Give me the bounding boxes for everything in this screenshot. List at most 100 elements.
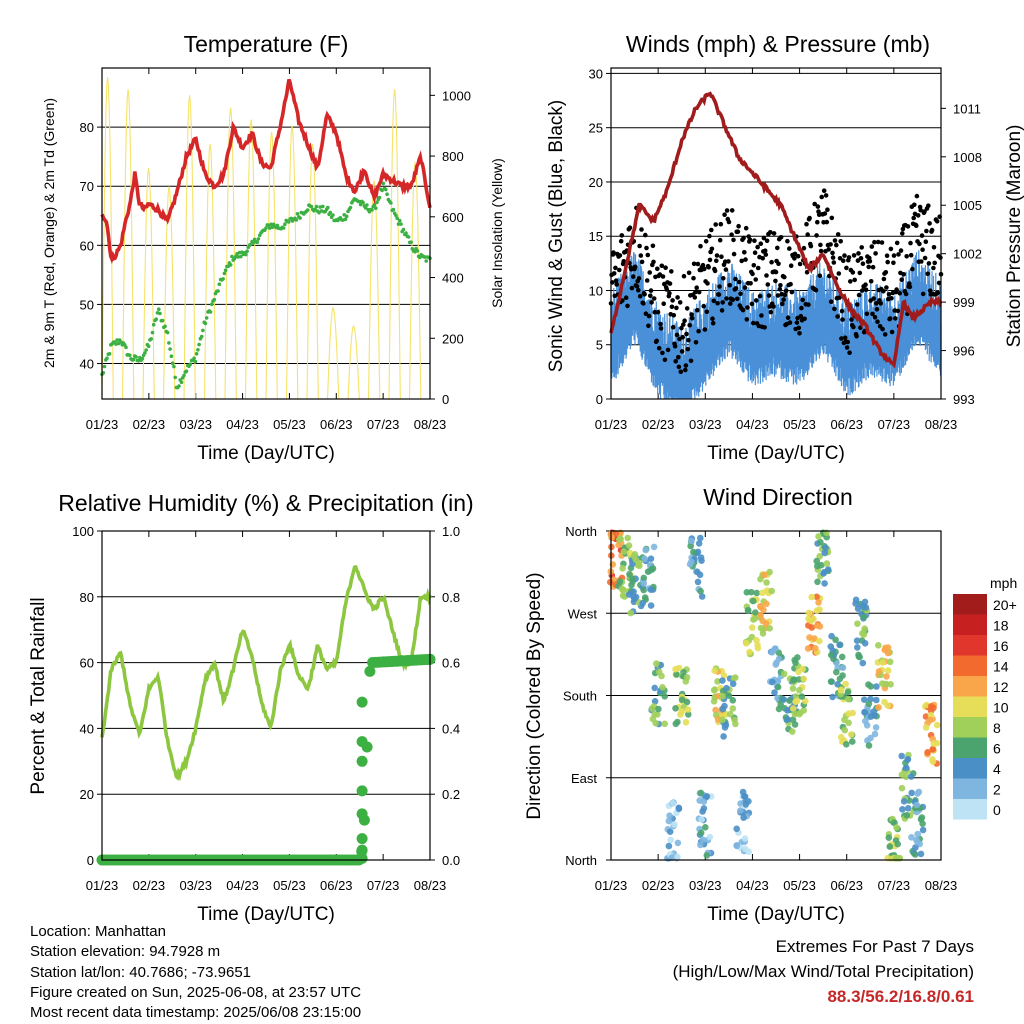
wind-direction-point xyxy=(703,793,711,800)
gust-point xyxy=(755,265,761,271)
wind-direction-point xyxy=(661,693,668,700)
wind-direction-point xyxy=(761,571,768,579)
wind-direction-point xyxy=(780,696,788,703)
gust-point xyxy=(773,278,778,284)
gust-point xyxy=(679,349,685,354)
gust-point xyxy=(729,232,734,237)
gust-point xyxy=(689,315,695,321)
dewpoint-point xyxy=(210,302,214,307)
wind-direction-point xyxy=(766,625,773,632)
dewpoint-point xyxy=(365,203,369,207)
dewpoint-point xyxy=(184,369,189,374)
wind-direction-point xyxy=(908,789,915,797)
y-tick-label: West xyxy=(568,606,598,621)
gust-point xyxy=(879,240,885,245)
wind-direction-point xyxy=(627,609,634,617)
x-tick-label: 08/23 xyxy=(925,417,958,432)
wind-direction-point xyxy=(733,825,740,833)
legend-label: 20+ xyxy=(993,597,1017,613)
wind-direction-point xyxy=(829,693,836,701)
y2-tick-label: 0.8 xyxy=(442,590,460,605)
gust-point xyxy=(736,279,742,285)
wind-direction-point xyxy=(838,653,846,661)
gust-point xyxy=(875,319,880,325)
dewpoint-point xyxy=(374,206,378,210)
wind-direction-point xyxy=(815,533,822,540)
wind-direction-point xyxy=(673,671,680,678)
gust-point xyxy=(799,305,804,311)
precip-point xyxy=(364,665,376,677)
pressure-line xyxy=(609,91,943,369)
wind-direction-point xyxy=(786,697,793,704)
wind-direction-point xyxy=(672,705,679,712)
gust-point xyxy=(819,194,824,200)
x-tick-label: 03/23 xyxy=(179,417,212,432)
gust-point xyxy=(652,309,658,315)
gust-point xyxy=(886,292,892,297)
gust-point xyxy=(655,266,660,272)
gust-point xyxy=(785,238,790,244)
wind-direction-point xyxy=(719,705,727,713)
gust-point xyxy=(842,335,848,341)
wind-direction-point xyxy=(930,740,937,747)
gust-point xyxy=(664,287,670,292)
gust-point xyxy=(641,301,646,306)
gust-point xyxy=(894,287,899,292)
wind-direction-point xyxy=(856,653,863,661)
gust-point xyxy=(804,270,810,275)
legend-label: 16 xyxy=(993,638,1009,654)
wind-direction-point xyxy=(875,704,882,711)
dewpoint-point xyxy=(317,210,321,215)
precip-point xyxy=(356,755,368,767)
dewpoint-point xyxy=(203,321,208,326)
wind-direction-point xyxy=(933,721,941,729)
gust-point xyxy=(812,201,817,207)
plot-frame xyxy=(101,530,431,861)
gust-point xyxy=(639,259,645,265)
wind-direction-point xyxy=(799,665,807,673)
gust-point xyxy=(891,260,896,266)
gust-point xyxy=(663,265,668,271)
gust-point xyxy=(743,225,749,231)
wind-direction-point xyxy=(685,711,692,718)
wind-direction-point xyxy=(688,537,695,545)
wind-direction-point xyxy=(808,593,815,601)
gust-point xyxy=(760,255,765,261)
y-tick-label: 70 xyxy=(80,179,94,194)
wind-direction-point xyxy=(854,644,861,651)
dewpoint-point xyxy=(217,282,222,287)
dewpoint-point xyxy=(143,351,147,355)
gust-point xyxy=(881,288,886,294)
wind-direction-point xyxy=(697,587,704,595)
gust-point xyxy=(898,248,904,253)
wind-direction-point xyxy=(862,604,870,611)
wind-direction-point xyxy=(837,733,845,741)
gust-point xyxy=(915,213,921,218)
wind-direction-point xyxy=(907,773,915,780)
gust-point xyxy=(670,298,675,303)
wind-direction-point xyxy=(771,689,778,696)
dewpoint-point xyxy=(160,318,165,323)
gust-point xyxy=(847,350,852,356)
y2-tick-label: 400 xyxy=(442,271,464,286)
gust-point xyxy=(709,246,715,252)
wind-direction-point xyxy=(804,645,812,652)
wind-direction-point xyxy=(753,589,761,597)
x-tick-label: 04/23 xyxy=(226,417,259,432)
gust-point xyxy=(845,339,850,345)
wind-direction-point xyxy=(791,721,799,728)
wind-direction-point xyxy=(748,624,756,631)
wind-direction-point xyxy=(794,654,801,661)
gust-point xyxy=(844,345,850,350)
gust-point xyxy=(805,232,810,237)
gust-point xyxy=(912,202,917,208)
wind-direction-point xyxy=(743,589,751,596)
plot-frame xyxy=(101,67,431,400)
gust-point xyxy=(637,293,643,299)
wind-direction-point xyxy=(712,706,719,714)
wind-direction-point xyxy=(903,812,911,819)
gust-point xyxy=(705,281,710,286)
wind-direction-point xyxy=(812,644,819,652)
gust-point xyxy=(834,242,839,248)
gust-point xyxy=(676,354,681,360)
